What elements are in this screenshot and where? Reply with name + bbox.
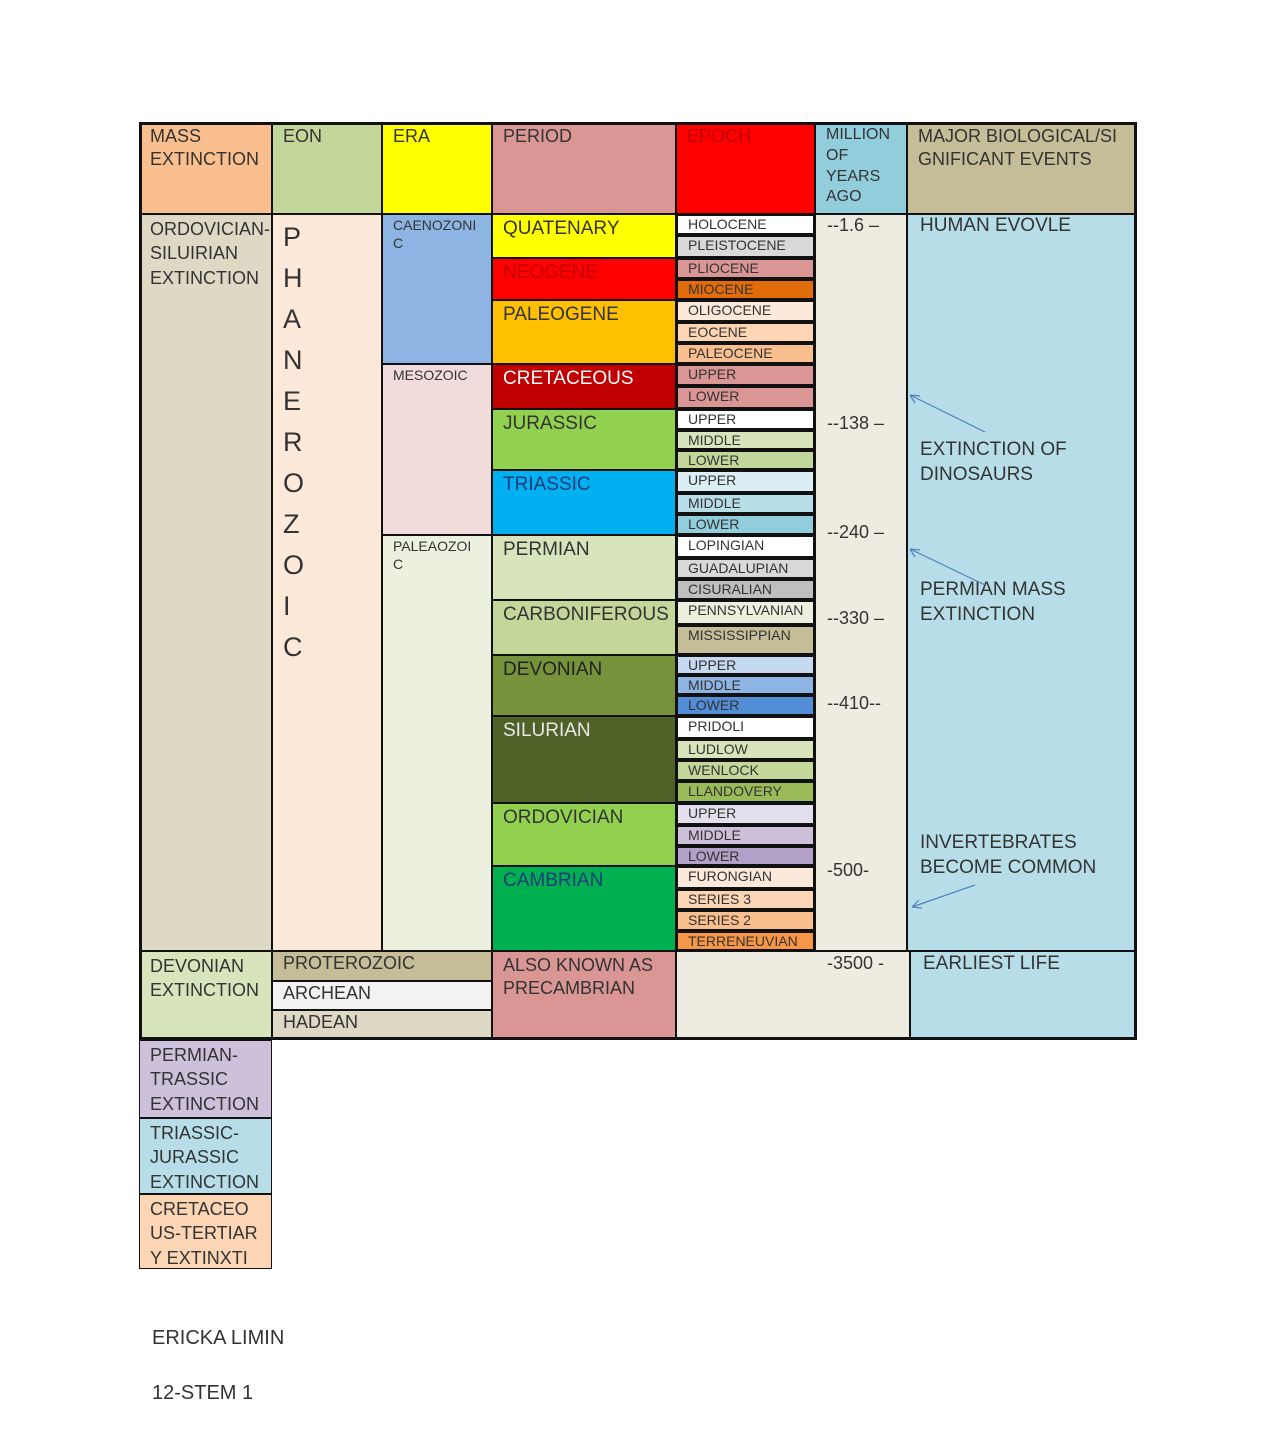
era: PALEAOZOIC	[382, 535, 492, 951]
period: TRIASSIC	[492, 470, 676, 535]
event: INVERTEBRATES BECOME COMMON	[920, 832, 1097, 878]
epoch: PALEOCENE	[676, 343, 815, 364]
period: PERMIAN	[492, 535, 676, 600]
mass-extinction: CRETACEOUS-TERTIARY EXTINXTION	[139, 1194, 272, 1269]
period: DEVONIAN	[492, 655, 676, 716]
eon: HADEAN	[272, 1010, 492, 1040]
period: JURASSIC	[492, 409, 676, 470]
cell	[676, 951, 910, 1040]
eon: ARCHEAN	[272, 981, 492, 1010]
mass-extinction: DEVONIAN EXTINCTION	[139, 951, 272, 1040]
mya-label: -500-	[827, 860, 870, 880]
mass-extinction: ORDOVICIAN-SILUIRIAN EXTINCTION	[139, 214, 272, 951]
epoch: UPPER	[676, 655, 815, 675]
epoch: MIDDLE	[676, 493, 815, 514]
cell	[139, 122, 1137, 1040]
section: 12-STEM 1	[152, 1382, 254, 1404]
epoch: LOWER	[676, 514, 815, 535]
period: NEOGENE	[492, 258, 676, 300]
epoch: LOPINGIAN	[676, 535, 815, 558]
epoch: MIDDLE	[676, 430, 815, 450]
epoch: WENLOCK	[676, 760, 815, 781]
period: ORDOVICIAN	[492, 803, 676, 866]
period: CRETACEOUS	[492, 364, 676, 409]
epoch: PLEISTOCENE	[676, 235, 815, 258]
period: CAMBRIAN	[492, 866, 676, 951]
epoch: PENNSYLVANIAN	[676, 600, 815, 625]
mya-label: --138 –	[827, 413, 885, 433]
epoch: UPPER	[676, 409, 815, 430]
epoch: UPPER	[676, 470, 815, 493]
header-cell: MILLION OF YEARS AGO	[815, 122, 907, 214]
epoch: MIOCENE	[676, 279, 815, 300]
epoch: FURONGIAN	[676, 866, 815, 889]
period: QUATENARY	[492, 214, 676, 258]
event: EARLIEST LIFE	[923, 953, 1060, 974]
author-name: ERICKA LIMIN	[152, 1327, 285, 1349]
header-cell: MASS EXTINCTION	[139, 122, 272, 214]
period: SILURIAN	[492, 716, 676, 803]
epoch: LUDLOW	[676, 739, 815, 760]
epoch: MIDDLE	[676, 825, 815, 846]
mya-label: --240 –	[827, 522, 885, 542]
eon: PHANEROZOIC	[272, 214, 382, 951]
header-cell: ERA	[382, 122, 492, 214]
epoch: LLANDOVERY	[676, 781, 815, 803]
event: HUMAN EVOVLE	[920, 215, 1071, 236]
epoch: CISURALIAN	[676, 579, 815, 600]
cell	[910, 951, 1137, 1040]
period: CARBONIFEROUS	[492, 600, 676, 655]
epoch: LOWER	[676, 386, 815, 409]
era: MESOZOIC	[382, 364, 492, 535]
mya-label: -3500 -	[827, 953, 885, 973]
mya-label: --1.6 –	[827, 215, 880, 235]
epoch: EOCENE	[676, 322, 815, 343]
epoch: UPPER	[676, 803, 815, 825]
mya-label: --410--	[827, 693, 882, 713]
header-cell: MAJOR BIOLOGICAL/SIGNIFICANT EVENTS	[907, 122, 1137, 214]
era: CAENOZONIC	[382, 214, 492, 364]
epoch: MIDDLE	[676, 675, 815, 695]
epoch: GUADALUPIAN	[676, 558, 815, 579]
eon: PROTEROZOIC	[272, 951, 492, 981]
mass-extinction: PERMIAN-TRASSIC EXTINCTION	[139, 1040, 272, 1118]
epoch: PRIDOLI	[676, 716, 815, 739]
header-cell: EON	[272, 122, 382, 214]
epoch: MISSISSIPPIAN	[676, 625, 815, 655]
epoch: HOLOCENE	[676, 214, 815, 235]
event: EXTINCTION OF DINOSAURS	[920, 439, 1067, 485]
epoch: SERIES 3	[676, 889, 815, 910]
cell	[815, 214, 907, 951]
period: PALEOGENE	[492, 300, 676, 364]
epoch: LOWER	[676, 695, 815, 716]
epoch: LOWER	[676, 450, 815, 470]
mya-label: --330 –	[827, 608, 885, 628]
epoch: SERIES 2	[676, 910, 815, 931]
epoch: LOWER	[676, 846, 815, 866]
mass-extinction: TRIASSIC-JURASSIC EXTINCTION	[139, 1118, 272, 1194]
epoch: PLIOCENE	[676, 258, 815, 279]
epoch: TERRENEUVIAN	[676, 931, 815, 951]
epoch: UPPER	[676, 364, 815, 386]
period-note: ALSO KNOWN AS PRECAMBRIAN	[492, 951, 676, 1040]
epoch: OLIGOCENE	[676, 300, 815, 322]
